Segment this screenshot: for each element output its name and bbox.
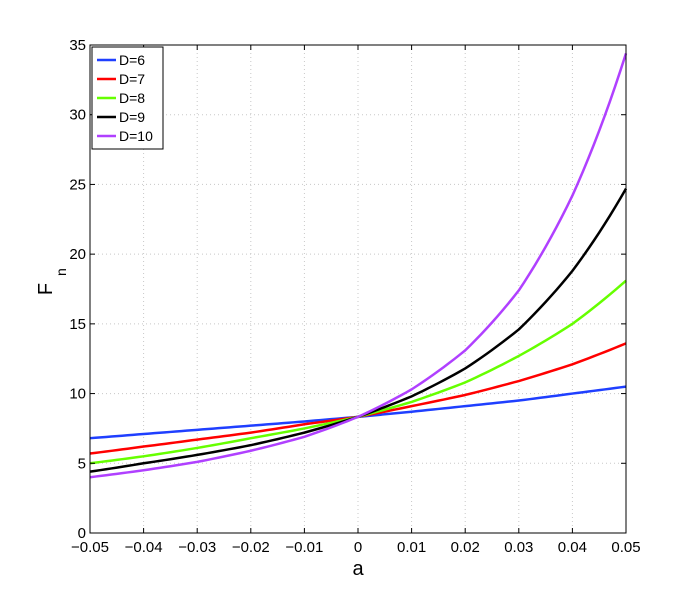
x-tick-label: −0.04 [125, 539, 163, 556]
y-tick-label: 5 [78, 455, 86, 472]
x-tick-label: −0.02 [232, 539, 270, 556]
y-axis-label-group: F n [35, 268, 69, 295]
legend-entry: D=6 [119, 52, 145, 68]
y-tick-label: 35 [69, 37, 86, 54]
legend-entry: D=10 [119, 128, 153, 144]
y-tick-label: 0 [78, 525, 86, 542]
x-tick-label: −0.05 [71, 539, 109, 556]
ticks [89, 44, 627, 534]
x-tick-label: 0.03 [504, 539, 533, 556]
series-line [89, 52, 628, 479]
legend-entry: D=8 [119, 90, 145, 106]
x-tick-label: 0 [354, 539, 362, 556]
y-axis-label: F [35, 283, 57, 295]
x-tick-label: 0.05 [611, 539, 640, 556]
x-tick-label: 0.02 [451, 539, 480, 556]
y-tick-label: 10 [69, 386, 86, 403]
x-tick-label: 0.04 [558, 539, 587, 556]
y-tick-label: 20 [69, 246, 86, 263]
y-tick-label: 25 [69, 176, 86, 193]
y-tick-label: 15 [69, 316, 86, 333]
x-tick-label: −0.03 [178, 539, 216, 556]
x-tick-label: 0.01 [397, 539, 426, 556]
legend-entry: D=7 [119, 71, 145, 87]
y-axis-label-subscript: n [53, 268, 69, 276]
x-axis-label: a [352, 558, 364, 580]
series-layer [89, 52, 628, 479]
x-tick-label: −0.01 [285, 539, 323, 556]
y-tick-label: 30 [69, 107, 86, 124]
legend-entry: D=9 [119, 109, 145, 125]
tick-labels: −0.05 −0.04 −0.03 −0.02 −0.01 0 0.01 0.02 0.03 0.… [69, 37, 640, 556]
legend: D=6 D=7 D=8 D=9 D=10 [91, 46, 164, 150]
